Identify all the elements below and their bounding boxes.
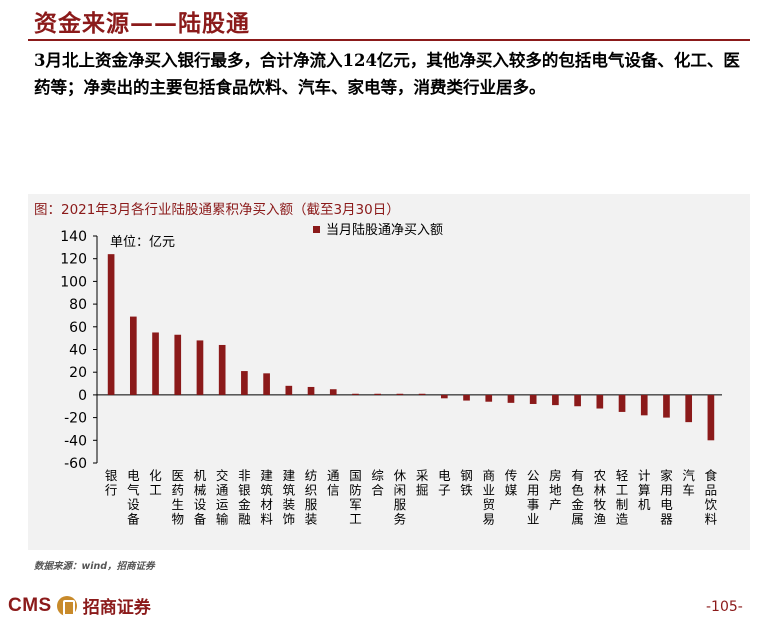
y-tick-label: 100: [60, 274, 87, 290]
x-tick-label: 传媒: [505, 468, 518, 498]
bar: [440, 394, 448, 399]
x-tick-label: 纺织服装: [305, 468, 318, 527]
x-tick-label: 家用电器: [660, 468, 673, 527]
x-tick-label: 钢铁: [460, 468, 473, 498]
x-tick-label: 公用事业: [527, 468, 540, 527]
bar: [463, 394, 470, 401]
x-tick-label: 房地产: [549, 468, 562, 512]
bar: [196, 340, 204, 395]
x-tick-label: 机械设备: [194, 468, 207, 527]
y-tick-label: 120: [60, 252, 87, 268]
x-tick-label: 建筑材料: [260, 468, 273, 527]
x-tick-label: 有色金属: [571, 468, 584, 527]
x-tick-label: 通信: [327, 468, 340, 498]
x-tick-label: 电子: [438, 468, 451, 498]
bar: [485, 394, 493, 402]
x-tick-label: 轻工制造: [616, 468, 629, 527]
x-tick-label: 商业贸易: [482, 468, 495, 527]
bar: [329, 389, 337, 395]
bar: [285, 385, 293, 395]
y-tick-label: -20: [64, 411, 87, 427]
bar: [507, 394, 515, 403]
bar: [618, 394, 626, 412]
legend-label: 当月陆股通净买入额: [326, 222, 443, 238]
x-tick-label: 国防军工: [349, 468, 362, 527]
x-tick-label: 汽车: [682, 468, 695, 498]
x-tick-label: 休闲服务: [394, 468, 407, 527]
bar: [174, 334, 182, 395]
data-source: 数据来源：wind，招商证券: [34, 561, 155, 572]
y-tick-label: 20: [69, 365, 87, 381]
x-tick-label: 计算机: [638, 468, 651, 512]
logo-company-name: 招商证券: [82, 598, 151, 618]
bar: [241, 371, 248, 395]
title-rule: [28, 39, 750, 41]
legend-swatch: [313, 226, 320, 233]
bar: [529, 394, 537, 404]
bar: [418, 393, 426, 395]
bar: [352, 393, 359, 395]
x-tick-label: 电气设备: [127, 468, 140, 527]
bar: [396, 393, 404, 395]
x-tick-label: 化工: [149, 468, 162, 498]
y-tick-label: 0: [78, 388, 87, 404]
bar: [374, 393, 382, 395]
bar: [552, 394, 559, 406]
chart-title: 图：2021年3月各行业陆股通累积净买入额（截至3月30日）: [34, 202, 400, 218]
y-tick-label: 60: [69, 320, 87, 336]
page-title: 资金来源——陆股通: [34, 10, 250, 37]
bar: [663, 394, 670, 418]
chart-panel: [28, 194, 750, 550]
bar: [640, 394, 648, 416]
x-tick-label: 农林牧渔: [594, 468, 607, 527]
logo-mark-icon: [56, 595, 77, 616]
y-tick-label: 40: [69, 343, 87, 359]
y-tick-label: -60: [64, 456, 87, 472]
x-tick-label: 银行: [105, 468, 118, 498]
summary-paragraph: 3月北上资金净买入银行最多，合计净流入124亿元，其他净买入较多的包括电气设备、…: [34, 51, 740, 97]
brand-logo: CMS 招商证券: [8, 593, 151, 619]
unit-label: 单位：亿元: [110, 235, 175, 250]
bar: [107, 254, 115, 395]
x-tick-label: 医药生物: [171, 468, 184, 527]
page-number: -105-: [706, 599, 743, 615]
x-tick-label: 非银金融: [238, 468, 251, 527]
bar: [574, 394, 581, 407]
y-tick-label: 140: [60, 229, 87, 245]
bar: [218, 344, 226, 395]
bar: [685, 394, 693, 423]
bar: [152, 332, 159, 395]
x-tick-label: 采掘: [416, 468, 429, 498]
bar: [707, 394, 715, 441]
x-tick-label: 综合: [371, 468, 384, 498]
x-tick-label: 交通运输: [216, 468, 229, 527]
x-tick-label: 食品饮料: [705, 468, 718, 527]
y-tick-label: 80: [69, 297, 87, 313]
y-tick-label: -40: [64, 433, 87, 449]
bar: [129, 316, 137, 395]
x-tick-label: 建筑装饰: [283, 468, 296, 527]
bar: [307, 386, 315, 395]
bar: [596, 394, 604, 409]
bar: [263, 373, 270, 395]
logo-cms-text: CMS: [8, 594, 52, 616]
